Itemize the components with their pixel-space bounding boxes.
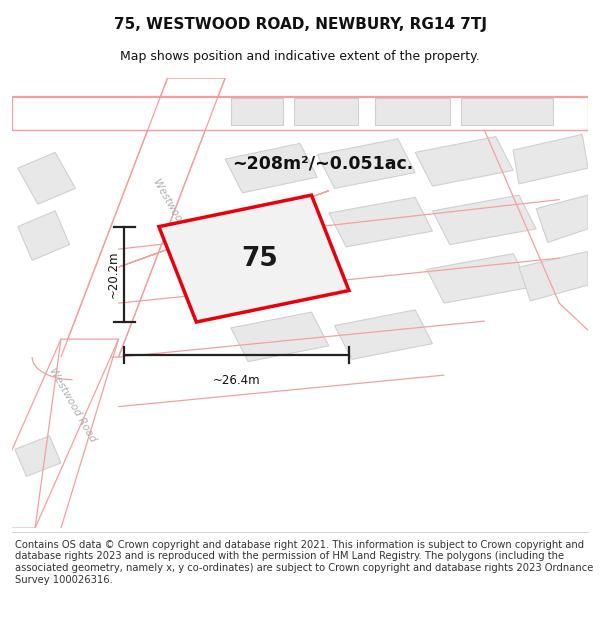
Polygon shape [15,436,61,476]
Text: Map shows position and indicative extent of the property.: Map shows position and indicative extent… [120,50,480,62]
Polygon shape [231,98,283,126]
Polygon shape [513,134,588,184]
Polygon shape [427,254,530,303]
Polygon shape [294,98,358,126]
Polygon shape [461,98,553,126]
Text: ~26.4m: ~26.4m [213,374,260,387]
Polygon shape [61,78,225,357]
Text: 75, WESTWOOD ROAD, NEWBURY, RG14 7TJ: 75, WESTWOOD ROAD, NEWBURY, RG14 7TJ [113,18,487,32]
Polygon shape [433,195,536,244]
Text: 75: 75 [241,246,278,272]
Polygon shape [329,198,433,247]
Text: Contains OS data © Crown copyright and database right 2021. This information is : Contains OS data © Crown copyright and d… [15,540,593,584]
Polygon shape [415,137,513,186]
Text: ~208m²/~0.051ac.: ~208m²/~0.051ac. [232,154,413,173]
Polygon shape [225,143,317,193]
Polygon shape [231,312,329,362]
Polygon shape [519,251,588,301]
Polygon shape [225,199,323,249]
Polygon shape [159,195,349,322]
Text: Westwood Road: Westwood Road [47,366,98,443]
Text: ~20.2m: ~20.2m [107,251,120,298]
Polygon shape [0,339,119,528]
Polygon shape [18,211,70,261]
Polygon shape [317,139,415,188]
Polygon shape [12,96,588,130]
Polygon shape [18,152,76,204]
Polygon shape [375,98,450,126]
Polygon shape [536,195,588,242]
Polygon shape [335,310,433,359]
Polygon shape [119,191,329,267]
Text: Westwood Road: Westwood Road [151,176,202,254]
